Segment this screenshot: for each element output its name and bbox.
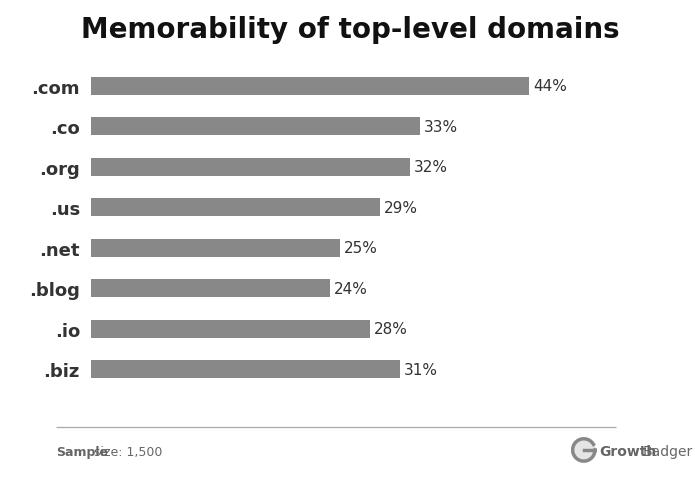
Bar [91,239,340,257]
Bar [91,199,380,217]
Text: 31%: 31% [404,362,438,377]
Bar [91,360,400,379]
Text: Growth: Growth [599,444,657,458]
Text: 24%: 24% [334,281,368,296]
Text: size: 1,500: size: 1,500 [90,444,162,458]
Text: 33%: 33% [424,120,458,134]
Bar [91,158,410,177]
Bar [91,320,370,338]
Bar [91,77,529,96]
Bar [91,279,330,298]
Text: Badger: Badger [643,444,693,458]
Text: 44%: 44% [533,79,567,94]
Title: Memorability of top-level domains: Memorability of top-level domains [80,15,620,43]
Text: 28%: 28% [374,322,408,336]
Text: 29%: 29% [384,200,418,215]
Text: 25%: 25% [344,241,378,256]
Text: Sample: Sample [56,444,108,458]
Text: 32%: 32% [414,160,448,175]
Circle shape [573,439,595,461]
Bar [91,118,420,136]
